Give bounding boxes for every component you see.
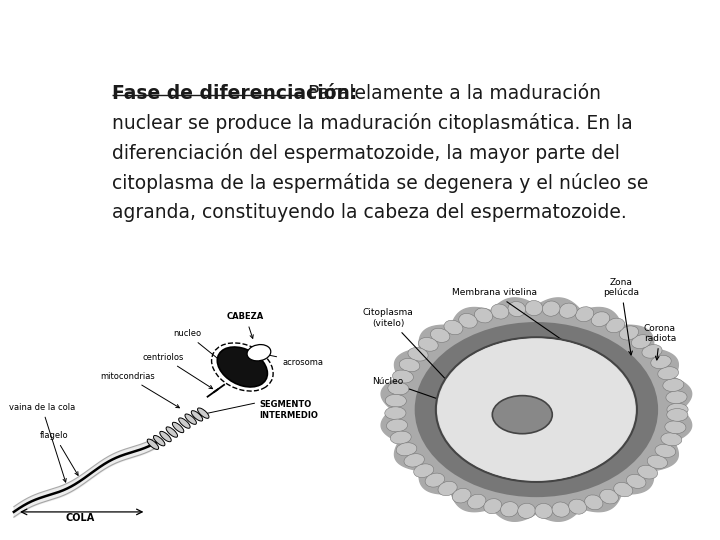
Ellipse shape [518, 503, 536, 518]
Text: Zona
pelúcda: Zona pelúcda [603, 278, 639, 355]
Ellipse shape [166, 427, 178, 437]
Ellipse shape [179, 418, 190, 428]
Ellipse shape [631, 335, 651, 349]
Ellipse shape [414, 464, 433, 477]
Ellipse shape [667, 409, 688, 421]
Ellipse shape [431, 328, 450, 342]
Ellipse shape [666, 391, 687, 403]
Ellipse shape [500, 502, 518, 517]
Ellipse shape [384, 407, 406, 420]
Ellipse shape [655, 444, 675, 457]
Ellipse shape [552, 502, 570, 517]
Ellipse shape [467, 494, 486, 509]
Ellipse shape [147, 439, 158, 449]
Ellipse shape [661, 433, 682, 446]
Ellipse shape [474, 308, 492, 323]
Text: vaina de la cola: vaina de la cola [9, 403, 75, 482]
Text: agranda, constituyendo la cabeza del espermatozoide.: agranda, constituyendo la cabeza del esp… [112, 203, 627, 222]
Ellipse shape [197, 408, 209, 418]
Circle shape [438, 339, 635, 481]
Ellipse shape [600, 489, 618, 504]
Text: COLA: COLA [66, 514, 95, 523]
Text: Citoplasma
(vitelo): Citoplasma (vitelo) [363, 308, 459, 394]
Text: diferenciación del espermatozoide, la mayor parte del: diferenciación del espermatozoide, la ma… [112, 144, 620, 164]
Text: Corona
radiota: Corona radiota [644, 323, 676, 360]
Text: acrosoma: acrosoma [261, 353, 323, 367]
Ellipse shape [585, 495, 603, 510]
Ellipse shape [484, 498, 502, 514]
Ellipse shape [217, 347, 267, 387]
Ellipse shape [626, 474, 646, 488]
Ellipse shape [508, 301, 526, 316]
Ellipse shape [575, 307, 594, 322]
Ellipse shape [658, 367, 678, 380]
Ellipse shape [425, 473, 445, 487]
Ellipse shape [591, 312, 610, 327]
Ellipse shape [160, 431, 171, 442]
Ellipse shape [663, 379, 684, 392]
Ellipse shape [444, 320, 463, 335]
Ellipse shape [638, 465, 657, 479]
Text: mitocondrias: mitocondrias [100, 372, 179, 408]
Ellipse shape [492, 396, 552, 434]
Ellipse shape [247, 345, 271, 361]
Ellipse shape [400, 359, 420, 372]
Ellipse shape [542, 301, 560, 316]
Ellipse shape [647, 455, 667, 469]
Text: SEGMENTO
INTERMEDIO: SEGMENTO INTERMEDIO [259, 400, 318, 420]
Ellipse shape [185, 414, 197, 424]
Text: Fase de diferenciación:: Fase de diferenciación: [112, 84, 358, 103]
Ellipse shape [613, 482, 633, 497]
Ellipse shape [642, 345, 662, 358]
Ellipse shape [452, 488, 471, 503]
Ellipse shape [192, 410, 203, 421]
Ellipse shape [651, 355, 671, 369]
Ellipse shape [438, 481, 457, 496]
Text: nuclear se produce la maduración citoplasmática. En la: nuclear se produce la maduración citopla… [112, 113, 633, 133]
Ellipse shape [559, 303, 577, 318]
Text: citoplasma de la espermátida se degenera y el núcleo se: citoplasma de la espermátida se degenera… [112, 173, 649, 193]
Text: flagelo: flagelo [40, 431, 78, 475]
Text: Paralelamente a la maduración: Paralelamente a la maduración [302, 84, 601, 103]
Ellipse shape [619, 326, 639, 340]
Ellipse shape [569, 499, 587, 514]
Ellipse shape [392, 370, 413, 383]
Text: centriolos: centriolos [143, 353, 212, 389]
Ellipse shape [491, 304, 509, 319]
Ellipse shape [387, 419, 408, 432]
Text: CABEZA: CABEZA [227, 313, 264, 339]
Ellipse shape [667, 403, 688, 416]
Text: Membrana vitelina: Membrana vitelina [451, 288, 582, 354]
Ellipse shape [172, 422, 184, 433]
Ellipse shape [459, 313, 477, 328]
Text: nucleo: nucleo [173, 329, 231, 369]
Ellipse shape [396, 443, 417, 456]
Circle shape [415, 322, 658, 497]
Ellipse shape [390, 431, 411, 444]
Ellipse shape [385, 394, 406, 407]
Circle shape [436, 338, 637, 482]
Ellipse shape [404, 454, 424, 467]
Ellipse shape [418, 338, 438, 351]
Ellipse shape [388, 382, 409, 395]
Text: Núcleo: Núcleo [372, 377, 487, 416]
Ellipse shape [153, 435, 165, 446]
Ellipse shape [525, 300, 543, 316]
Ellipse shape [535, 503, 553, 518]
Ellipse shape [606, 318, 625, 333]
Polygon shape [381, 298, 692, 521]
Ellipse shape [408, 348, 428, 361]
Ellipse shape [665, 421, 686, 434]
